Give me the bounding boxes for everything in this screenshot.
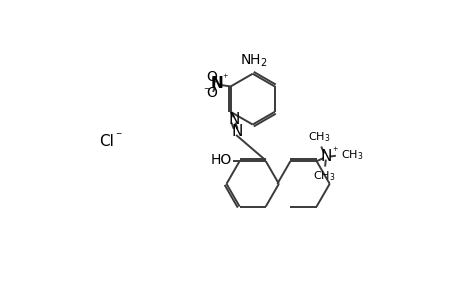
Text: $^-$: $^-$ [202,86,210,96]
Text: CH$_3$: CH$_3$ [341,148,363,162]
Text: $^+$: $^+$ [220,73,229,83]
Text: $^-$: $^-$ [114,131,123,141]
Text: CH$_3$: CH$_3$ [308,130,330,144]
Text: N: N [319,149,331,164]
Text: O: O [206,86,216,100]
Text: O: O [206,70,216,84]
Text: N: N [231,124,242,140]
Text: $^+$: $^+$ [330,146,339,156]
Text: Cl: Cl [99,134,113,149]
Text: NH$_2$: NH$_2$ [240,53,268,69]
Text: HO: HO [210,153,231,166]
Text: CH$_3$: CH$_3$ [313,169,335,183]
Text: N: N [228,112,240,127]
Text: N: N [210,76,223,91]
